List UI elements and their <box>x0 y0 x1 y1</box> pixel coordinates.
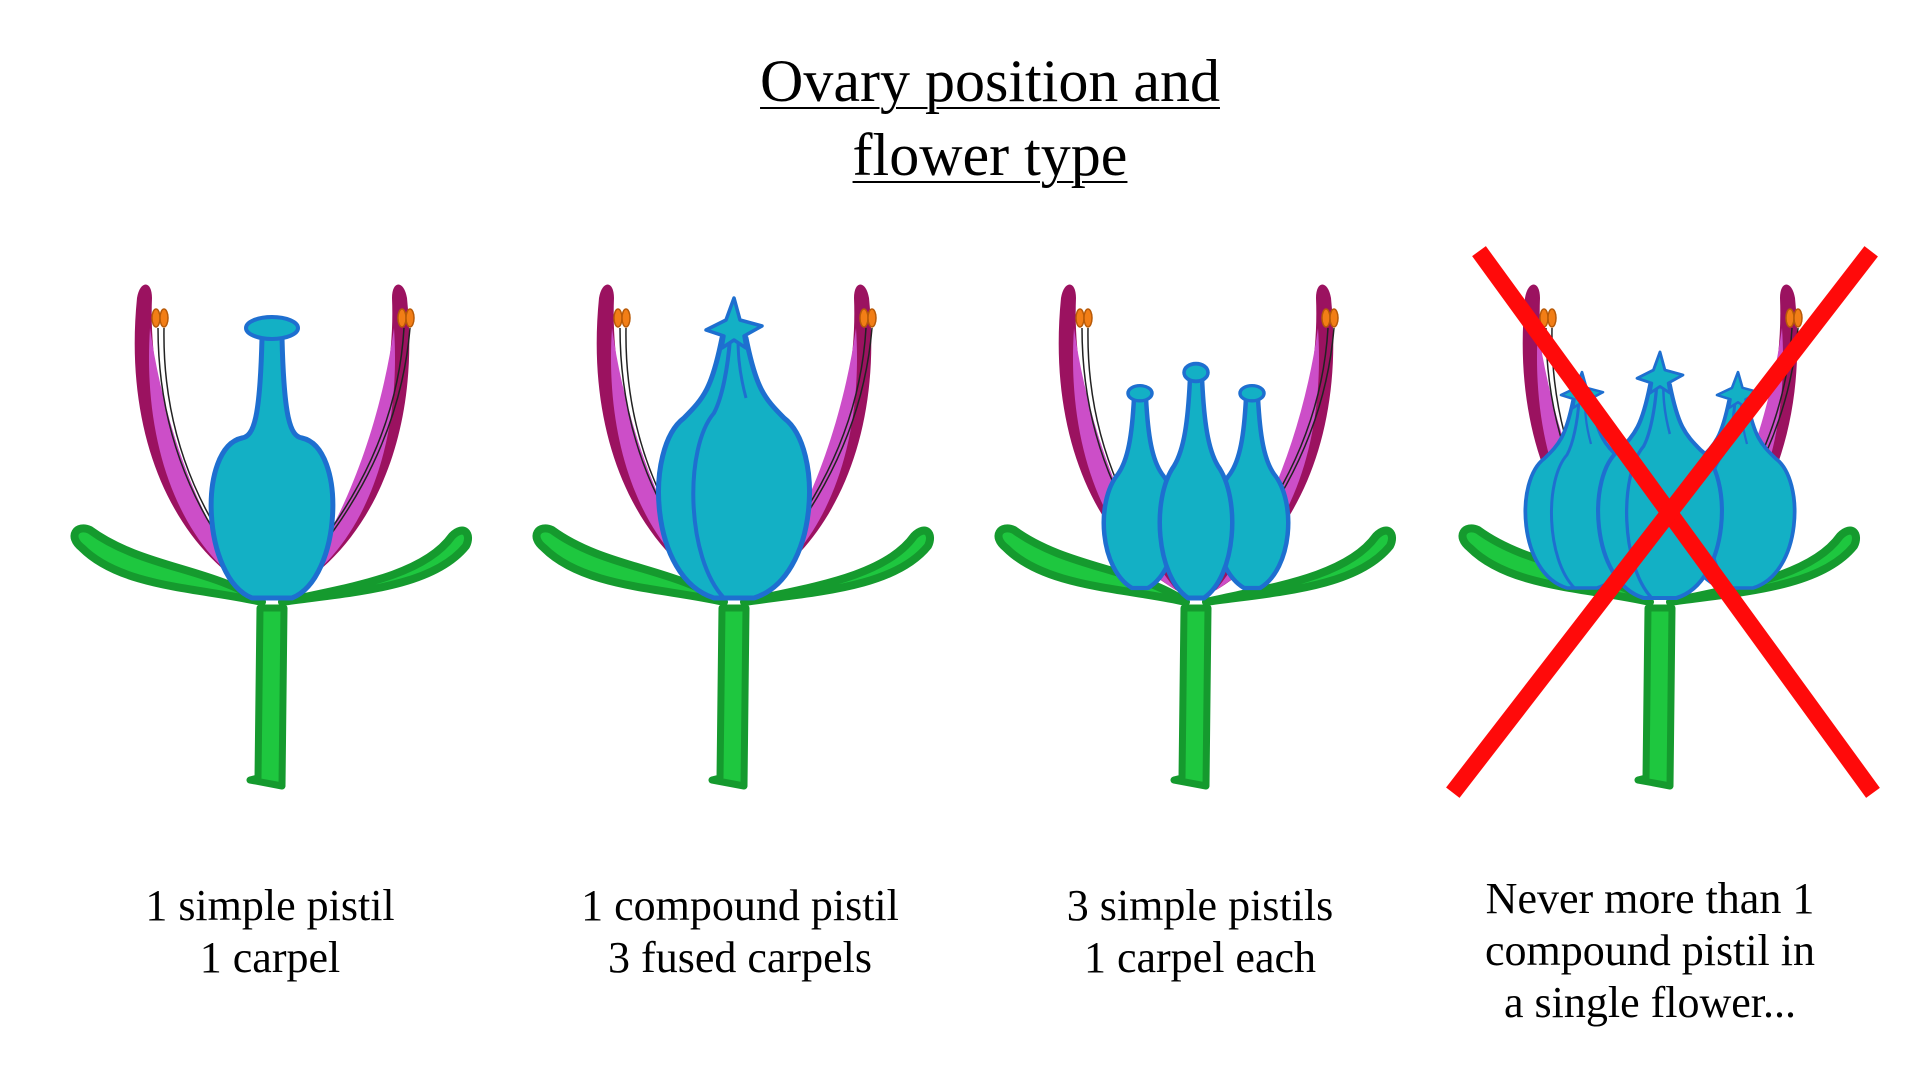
page-title: Ovary position and flower type <box>0 44 1920 192</box>
caption-panel-2: 1 compound pistil 3 fused carpels <box>581 881 899 982</box>
title-line-2: flower type <box>852 122 1128 188</box>
flower-panel-3 <box>998 285 1392 787</box>
flower-panel-1 <box>74 285 468 787</box>
simple-pistil <box>208 315 336 601</box>
flower-panel-2 <box>536 285 930 787</box>
caption-panel-3: 3 simple pistils 1 carpel each <box>1066 881 1334 982</box>
compound-pistil <box>659 298 810 598</box>
caption-panel-4: Never more than 1 compound pistil in a s… <box>1485 874 1815 1027</box>
simple-pistils <box>1104 364 1288 598</box>
red-cross-icon <box>1446 246 1880 798</box>
title-line-1: Ovary position and <box>760 48 1220 114</box>
caption-panel-1: 1 simple pistil 1 carpel <box>145 881 395 982</box>
